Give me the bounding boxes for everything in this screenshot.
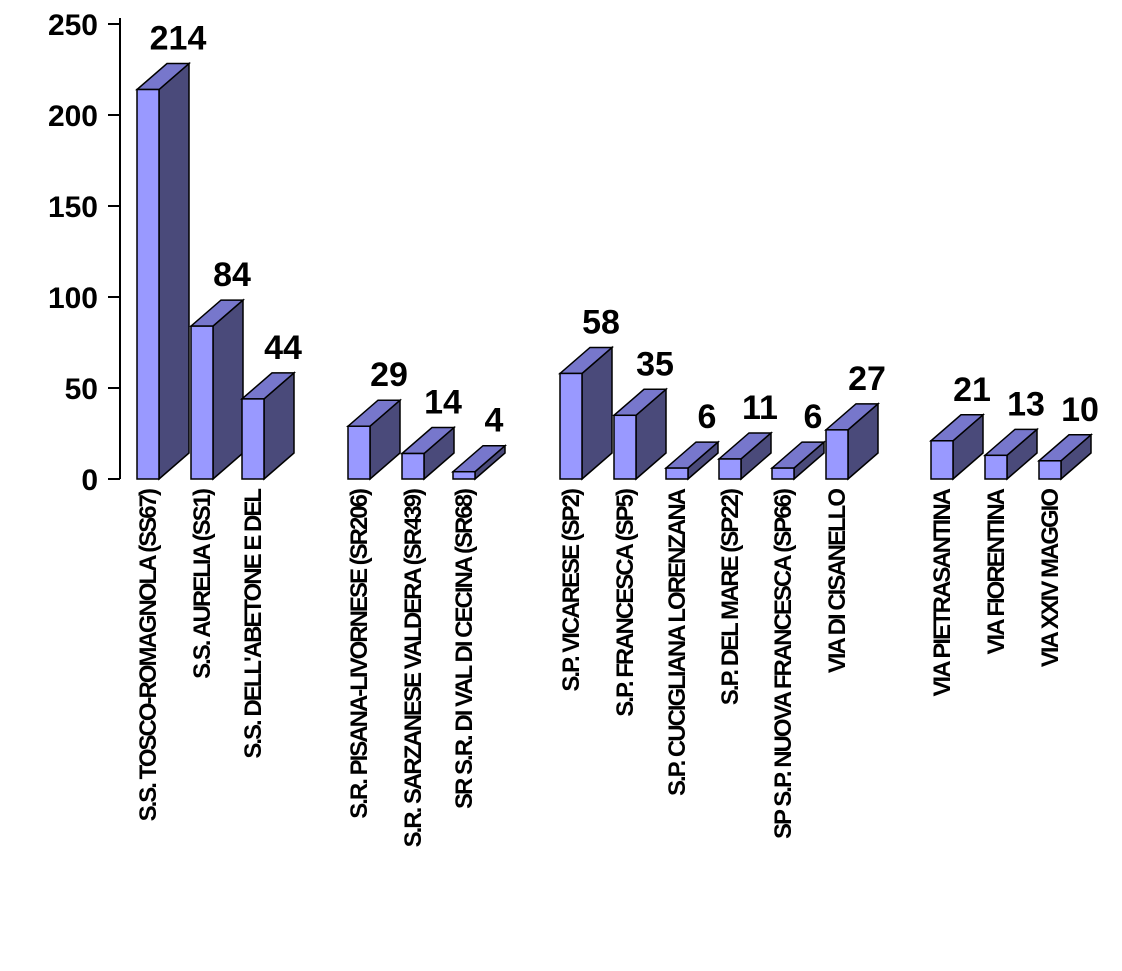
category-label: S.P. FRANCESCA (SP5): [612, 489, 639, 717]
value-label: 21: [953, 371, 991, 409]
bar: [928, 413, 986, 481]
value-label: 6: [804, 398, 823, 436]
bar: [663, 440, 721, 481]
y-tick-label: 250: [48, 9, 98, 42]
category-label: S.P. VICARESE (SP2): [558, 489, 585, 692]
y-tick-label: 150: [48, 191, 98, 224]
category-label: S.R. PISANA-LIVORNESE (SR206): [346, 489, 373, 819]
bar: [134, 61, 192, 481]
value-label: 84: [213, 256, 251, 294]
y-tick-label: 200: [48, 100, 98, 133]
bar: [399, 425, 457, 481]
category-label: SP S.P. NUOVA FRANCESCA (SP66): [770, 489, 797, 839]
category-label: VIA PIETRASANTINA: [929, 488, 956, 696]
value-label: 11: [742, 389, 778, 427]
x-axis-labels: S.S. TOSCO-ROMAGNOLA (SS67) S.S. AURELIA …: [135, 488, 1064, 847]
category-label: SR S.R. DI VAL DI CECINA (SR68): [451, 489, 478, 809]
category-label: S.S. TOSCO-ROMAGNOLA (SS67): [135, 489, 162, 821]
value-label: 13: [1007, 385, 1045, 423]
y-tick-label: 0: [81, 464, 98, 497]
value-label: 44: [264, 329, 302, 367]
category-label: VIA FIORENTINA: [983, 488, 1010, 654]
value-label: 10: [1061, 391, 1099, 429]
category-label: S.S. AURELIA (SS1): [189, 489, 216, 679]
value-label: 29: [370, 356, 408, 394]
bar: [239, 371, 297, 481]
bar: [611, 387, 669, 481]
value-label: 4: [485, 402, 504, 440]
bar: [557, 345, 615, 481]
category-label: S.R. SARZANESE VALDERA (SR439): [400, 489, 427, 847]
bar: [345, 398, 403, 481]
value-label: 58: [582, 303, 620, 341]
category-label: VIA DI CISANELLO: [824, 489, 851, 673]
bar: [1036, 433, 1094, 481]
category-label: S.S. DELL'ABETONE E DEL: [240, 489, 267, 759]
bar: [716, 431, 774, 481]
bars: [134, 61, 1094, 481]
bar: [188, 298, 246, 481]
value-label: 35: [636, 345, 674, 383]
y-axis: 0 50 100 150 200 250: [48, 9, 121, 497]
value-label: 14: [424, 384, 462, 422]
y-tick-label: 50: [65, 373, 98, 406]
value-label: 6: [698, 398, 717, 436]
bar: [823, 402, 881, 481]
bar: [450, 444, 508, 481]
bar: [769, 440, 827, 481]
category-label: S.P. CUCIGLIANA LORENZANA: [664, 488, 691, 796]
y-tick-label: 100: [48, 282, 98, 315]
category-label: VIA XXIV MAGGIO: [1037, 489, 1064, 667]
value-label: 27: [848, 360, 886, 398]
category-label: S.P. DEL MARE (SP22): [717, 489, 744, 705]
value-label: 214: [150, 20, 207, 58]
bar: [982, 427, 1040, 481]
value-labels: 214 84 44 29 14 4 58 35 6 11 6 27 21 13 10: [150, 20, 1099, 440]
